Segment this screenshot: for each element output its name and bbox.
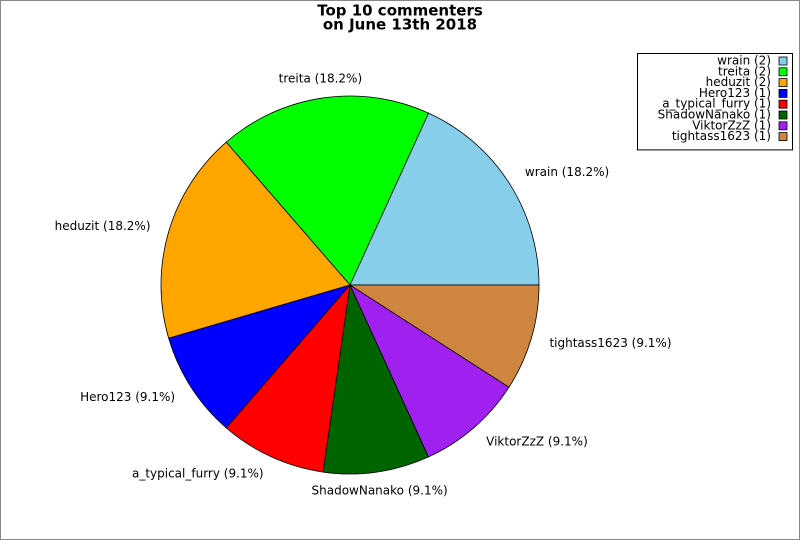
pie-slice (349, 112, 540, 286)
slice-label: ShadowNanako (9.1%) (312, 483, 448, 497)
slice-label: ViktorZzZ (9.1%) (486, 435, 588, 449)
slice-label: tightass1623 (9.1%) (549, 336, 671, 350)
pie-slice (225, 95, 430, 286)
legend-swatch (778, 89, 788, 98)
chart-subtitle: on June 13th 2018 (323, 16, 477, 34)
legend-swatch (778, 132, 788, 142)
legend-swatch (778, 56, 788, 66)
slice-label: Hero123 (9.1%) (80, 390, 175, 404)
legend-swatch (778, 78, 788, 87)
pie-slice (322, 283, 430, 475)
legend-swatch (778, 67, 788, 77)
slice-label: heduzit (18.2%) (55, 219, 151, 233)
legend-label: treita (2) (718, 64, 771, 78)
slice-label: a_typical_furry (9.1%) (132, 467, 264, 481)
legend-swatch (778, 110, 788, 120)
pie-slice (348, 284, 540, 388)
pie-slice (160, 141, 351, 339)
chart-title: Top 10 commenters (317, 2, 483, 20)
legend-label: ViktorZzZ (1) (692, 118, 771, 132)
legend-swatch (778, 99, 788, 109)
legend-label: Hero123 (1) (699, 86, 771, 100)
legend-label: tightass1623 (1) (672, 129, 771, 143)
slice-label: treita (18.2%) (279, 72, 362, 86)
legend-label: wrain (2) (717, 54, 771, 68)
legend-label: heduzit (2) (706, 75, 771, 89)
pie-slice (349, 283, 510, 458)
legend-label: a_typical_furry (1) (662, 97, 771, 111)
legend-label: ShadowNanako (1) (658, 108, 771, 122)
slice-label: wrain (18.2%) (525, 165, 609, 179)
pie-slice (225, 283, 351, 473)
legend-swatch (778, 121, 788, 131)
pie-slice (168, 284, 352, 429)
legend-box (637, 53, 793, 151)
